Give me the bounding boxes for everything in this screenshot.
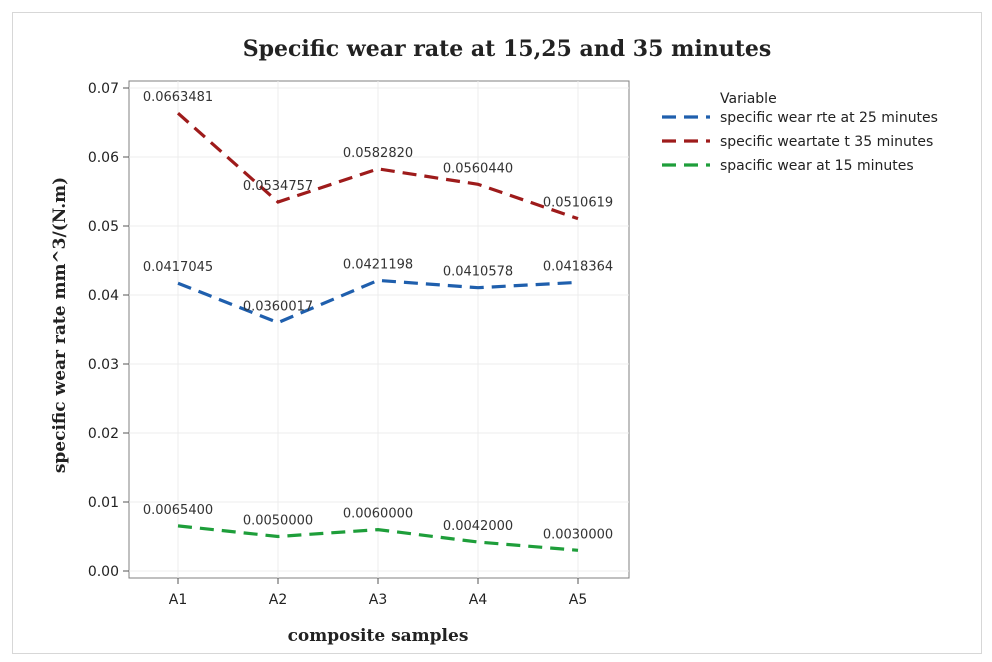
x-axis-title: composite samples [288,626,469,646]
series-line-1 [177,278,579,325]
data-label: 0.0410578 [443,265,513,280]
data-label: 0.0418364 [543,259,613,274]
y-tick-label: 0.06 [88,150,119,166]
y-tick-label: 0.07 [88,81,119,97]
x-tick-label: A1 [169,592,187,608]
data-label: 0.0421198 [343,257,413,272]
legend-item-label: specific weartate t 35 minutes [720,134,933,150]
x-tick-label: A4 [469,592,488,608]
x-tick-label: A2 [269,592,287,608]
y-tick-label: 0.01 [88,495,119,511]
gridlines [129,81,629,578]
legend: Variable specific wear rte at 25 minutes… [662,91,938,174]
data-label: 0.0510619 [543,196,613,211]
legend-item-label: specific wear rte at 25 minutes [720,110,938,126]
chart-title: Specific wear rate at 15,25 and 35 minut… [243,36,772,62]
data-label: 0.0065400 [143,503,213,518]
y-axis: 0.00 0.01 0.02 0.03 0.04 0.05 0.06 0.07 [88,81,129,580]
data-label: 0.0030000 [543,527,613,542]
data-labels: 0.0417045 0.0360017 0.0421198 0.0410578 0.04… [143,90,613,542]
y-tick-label: 0.03 [88,357,119,373]
series-line-2 [176,112,579,221]
data-label: 0.0042000 [443,519,513,534]
y-tick-label: 0.00 [88,564,119,580]
data-label: 0.0360017 [243,300,313,315]
data-label: 0.0534757 [243,179,313,194]
data-label: 0.0582820 [343,146,413,161]
plot-area [128,80,630,579]
x-axis: A1 A2 A3 A4 A5 [169,578,587,608]
y-tick-label: 0.04 [88,288,119,304]
x-tick-label: A3 [369,592,387,608]
data-label: 0.0417045 [143,260,213,275]
y-tick-label: 0.02 [88,426,119,442]
y-axis-title: specific wear rate mm^3/(N.m) [50,177,70,473]
y-tick-label: 0.05 [88,219,119,235]
data-label: 0.0050000 [243,514,313,529]
data-label: 0.0663481 [143,90,213,105]
data-label: 0.0560440 [443,161,513,176]
data-label: 0.0060000 [343,507,413,522]
series-lines [176,112,579,552]
x-tick-label: A5 [569,592,587,608]
legend-item-label: spacific wear at 15 minutes [720,158,914,174]
legend-title: Variable [720,91,777,107]
